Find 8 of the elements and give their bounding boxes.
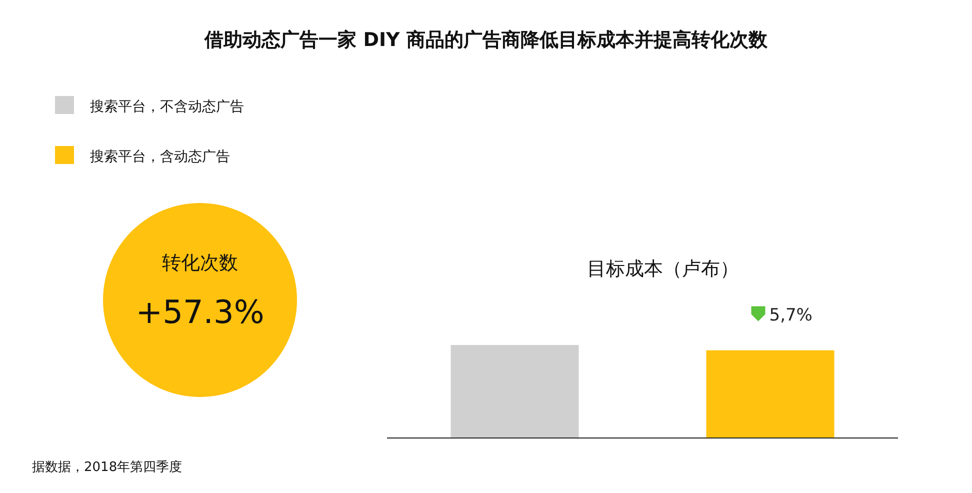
chart-subtitle: 目标成本（卢布）	[587, 258, 739, 280]
text: +57.3%	[136, 293, 264, 331]
chart-title: 借助动态广告一家 DIY 商品的广告商降低目标成本并提高转化次数	[204, 29, 768, 51]
legend-label: 搜索平台，不含动态广告	[90, 99, 244, 115]
text: 据数据，2018年第四季度	[32, 459, 182, 475]
text: 转化次数	[162, 252, 238, 274]
text: 5,7%	[769, 305, 812, 326]
legend-label: 搜索平台，含动态广告	[90, 149, 230, 165]
